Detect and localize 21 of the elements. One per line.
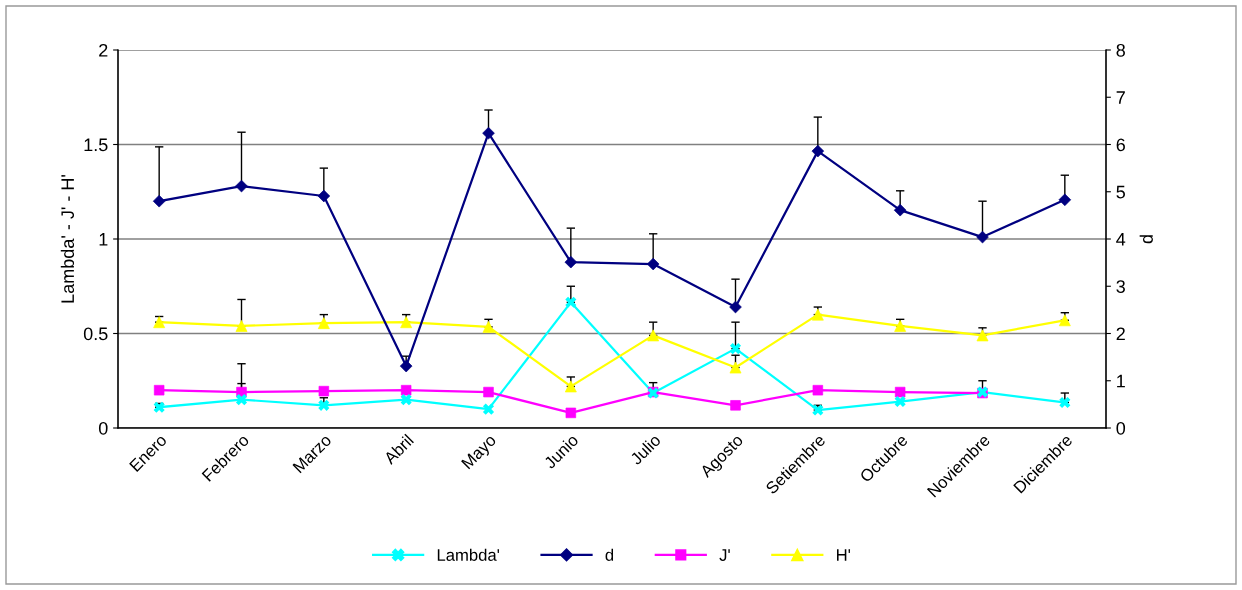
y2-tick-label: 4 xyxy=(1116,233,1126,246)
x-tick-label: Julio xyxy=(629,433,662,466)
y2-tick-label: 0 xyxy=(1116,421,1126,435)
y2-tick-label: 3 xyxy=(1116,280,1125,293)
y2-tick-label: 8 xyxy=(1116,43,1125,57)
legend-label: J' xyxy=(719,549,730,561)
y-tick-label: 2 xyxy=(99,43,108,57)
legend-label: H' xyxy=(837,549,851,561)
y-tick-label: 1 xyxy=(99,233,108,246)
y2-tick-label: 1 xyxy=(1117,374,1125,388)
y-tick-label: 1.5 xyxy=(84,138,108,152)
y2-tick-label: 5 xyxy=(1116,185,1126,199)
y2-axis-title: d xyxy=(1139,235,1153,244)
legend-label: Lambda' xyxy=(437,548,500,561)
y-tick-label: 0 xyxy=(98,421,108,435)
y2-tick-label: 7 xyxy=(1116,91,1125,104)
y2-tick-label: 2 xyxy=(1116,327,1125,341)
legend-label: d xyxy=(605,548,614,561)
y-tick-label: 0.5 xyxy=(83,327,108,341)
y2-tick-label: 6 xyxy=(1116,138,1125,152)
y-axis-title: Lambda' - J' - H' xyxy=(60,175,75,303)
